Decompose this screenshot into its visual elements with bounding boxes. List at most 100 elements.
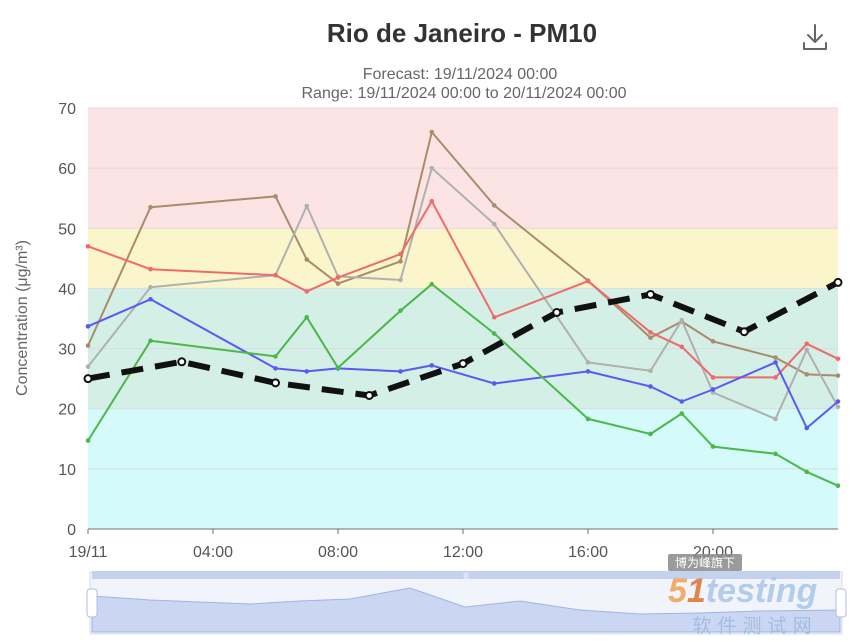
series-4-point-1 [148,338,153,344]
watermark-logo: 博为峰旗下 51testing 软 件 测 试 网 [668,554,818,637]
y-tick-label-3: 30 [58,342,76,359]
y-tick-label-2: 20 [58,402,76,419]
y-axis-label: Concentration (μg/m³) [14,240,31,396]
x-tick-label-1: 04:00 [193,544,233,561]
series-4-point-6 [429,281,435,287]
zoom-navigator[interactable]: ||| [86,571,847,635]
series-2-point-14 [835,356,841,362]
series-2-point-9 [648,330,653,335]
series-5-point-4 [458,359,468,369]
x-tick-label-3: 12:00 [443,544,483,561]
x-tick-label-4: 16:00 [568,544,608,561]
series-3-point-1 [148,296,153,302]
series-0-point-0 [85,343,91,348]
axes [87,528,838,534]
series-3-point-2 [273,366,278,371]
series-0-point-4 [335,281,341,286]
y-tick-label-5: 50 [58,221,76,238]
series-4-point-7 [491,331,497,336]
y-tick-label-4: 40 [58,281,76,298]
series-3-point-9 [648,384,653,389]
series-4-point-2 [273,354,278,359]
zoom-selected-range[interactable] [92,571,840,579]
series-3-point-12 [773,360,778,365]
series-0-point-3 [304,257,310,262]
svg-text:|||: ||| [463,573,469,580]
series-4-point-10 [679,411,685,416]
series-5-point-0 [83,374,93,384]
y-tick-label-7: 70 [58,101,76,118]
series-2-point-7 [491,314,497,320]
download-icon[interactable] [799,21,831,53]
series-1-point-7 [491,221,497,227]
series-0-point-2 [273,194,278,199]
series-5-point-6 [646,289,655,299]
series-3-point-10 [679,399,685,404]
series-2-point-10 [679,344,685,350]
threshold-bands [88,108,838,529]
svg-text:博为峰旗下: 博为峰旗下 [675,555,735,570]
series-0-point-1 [148,204,153,210]
series-4-point-3 [304,314,310,320]
series-2-point-13 [804,341,810,347]
series-2-point-4 [335,275,341,280]
series-1-point-12 [773,416,778,422]
series-5-point-7 [739,327,749,337]
series-3-point-11 [710,387,716,392]
series-4-point-11 [710,444,716,449]
series-0-point-12 [773,355,778,360]
series-3-point-5 [398,369,403,374]
series-4-point-0 [85,438,91,443]
series-1-point-0 [85,364,91,369]
series-2-point-3 [304,289,310,294]
series-5-point-5 [552,307,562,317]
series-2-point-11 [710,375,716,380]
series-4-point-5 [398,308,403,313]
series-2-point-1 [148,266,153,272]
series-0-point-9 [648,335,653,341]
svg-text:51testing: 51testing [668,572,818,610]
y-tick-label-6: 60 [58,161,76,178]
series-1-point-10 [679,318,685,323]
series-0-point-14 [835,373,841,378]
series-1-point-13 [804,347,810,353]
series-5-point-8 [833,277,843,287]
series-3-point-6 [429,363,435,368]
series-0-point-7 [491,203,497,208]
series-3-point-8 [585,369,591,374]
series-4-point-14 [835,483,841,488]
series-0-point-5 [398,259,403,264]
series-4-point-12 [773,451,778,457]
series-3-point-7 [491,381,497,386]
series-1-point-6 [429,165,435,171]
series-0-point-13 [804,372,810,377]
chart-title: Rio de Janeiro - PM10 [327,18,597,48]
x-tick-label-2: 08:00 [318,544,358,561]
series-1-point-5 [398,277,403,283]
series-0-point-6 [429,129,435,135]
series-3-point-3 [304,369,310,374]
series-5-point-2 [271,378,280,388]
series-3-point-13 [804,425,810,431]
y-tick-label-0: 0 [67,522,76,539]
series-1-point-3 [304,203,310,209]
series-4-point-4 [335,365,341,371]
series-lines [83,129,843,488]
series-2-point-6 [429,198,435,204]
zoom-handle-left[interactable] [86,588,98,618]
zoom-handle-right[interactable] [835,588,847,618]
series-1-point-8 [585,360,591,365]
series-2-point-0 [85,244,91,249]
series-4-point-13 [804,469,810,475]
series-4-point-8 [585,416,591,422]
series-1-point-14 [835,404,841,410]
series-5-point-1 [177,357,187,367]
svg-text:软 件 测 试 网: 软 件 测 试 网 [692,615,811,637]
series-5-point-3 [364,390,374,400]
series-2-point-2 [273,272,278,278]
chart-subtitle-range: Range: 19/11/2024 00:00 to 20/11/2024 00… [301,85,626,102]
chart-subtitle-forecast: Forecast: 19/11/2024 00:00 [363,66,558,83]
series-0-point-11 [710,339,716,344]
series-2-point-5 [398,251,403,257]
